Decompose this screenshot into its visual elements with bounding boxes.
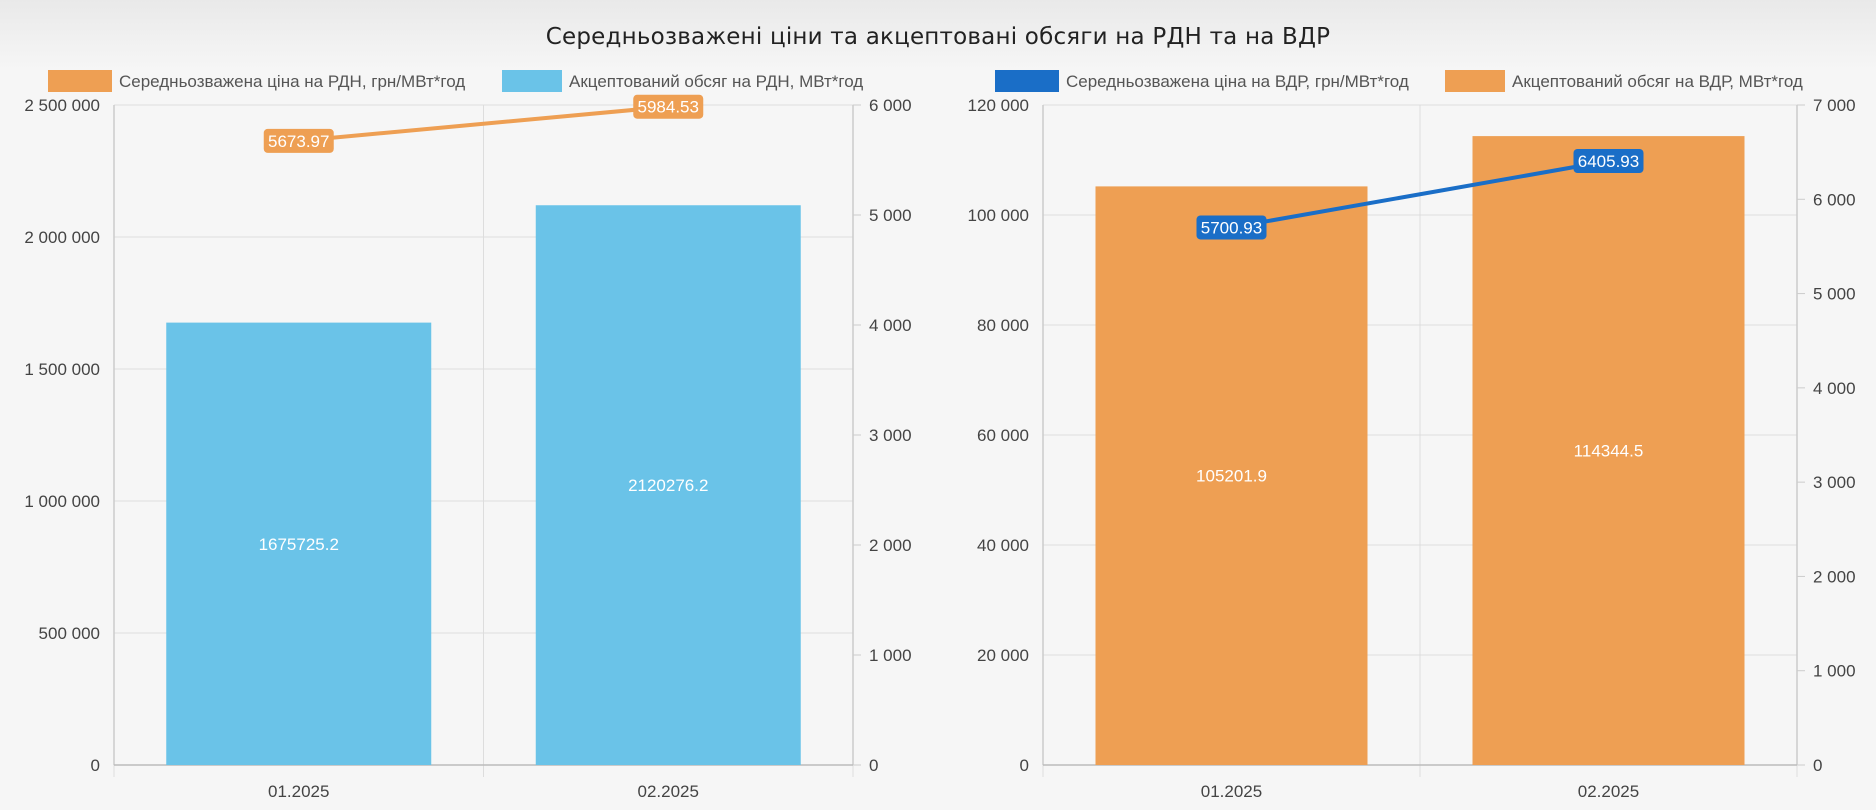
- right-axis-tick-label: 2 000: [869, 536, 912, 555]
- price-label-box: [263, 128, 334, 153]
- right-axis-tick-label: 1 000: [869, 646, 912, 665]
- bar-value-label: 105201.9: [1196, 467, 1267, 486]
- x-axis-category-label: 01.2025: [1201, 782, 1262, 801]
- bar-vdr-volume: [1472, 136, 1745, 766]
- left-axis-tick-label: 1 500 000: [24, 360, 100, 379]
- left-axis-tick-label: 40 000: [977, 536, 1029, 555]
- legend-label: Акцептований обсяг на ВДР, МВт*год: [1512, 72, 1803, 91]
- legend-label: Середньозважена ціна на ВДР, грн/МВт*год: [1066, 72, 1409, 91]
- price-value-label: 6405.93: [1578, 152, 1639, 171]
- bar-rdn-volume: [166, 322, 432, 765]
- page-title: Середньозважені ціни та акцептовані обся…: [545, 24, 1331, 50]
- left-axis-tick-label: 20 000: [977, 646, 1029, 665]
- bar-vdr-volume: [1095, 186, 1368, 766]
- price-line: [1229, 159, 1611, 230]
- left-axis-tick-label: 100 000: [968, 206, 1029, 225]
- left-axis-tick-label: 1 000 000: [24, 492, 100, 511]
- price-value-label: 5984.53: [638, 98, 699, 117]
- left-axis-tick-label: 2 000 000: [24, 228, 100, 247]
- legend-swatch: [995, 70, 1059, 92]
- right-axis-tick-label: 4 000: [1813, 379, 1856, 398]
- right-axis-tick-label: 6 000: [869, 96, 912, 115]
- left-axis-tick-label: 500 000: [39, 624, 100, 643]
- price-label-box: [1196, 215, 1267, 240]
- left-axis-tick-label: 80 000: [977, 316, 1029, 335]
- left-axis-tick-label: 120 000: [968, 96, 1029, 115]
- right-axis-tick-label: 5 000: [869, 206, 912, 225]
- price-line: [296, 104, 671, 143]
- vdr-chart: 0 20 000 40 000 60 000 80 000 100 000 120 000 0…: [968, 70, 1856, 801]
- right-axis-tick-label: 0: [869, 756, 878, 775]
- legend-swatch: [1445, 70, 1505, 92]
- left-axis-tick-label: 60 000: [977, 426, 1029, 445]
- price-value-label: 5673.97: [268, 132, 329, 151]
- bar-value-label: 2120276.2: [628, 476, 708, 495]
- header-shade: [0, 0, 1876, 70]
- right-axis-tick-label: 3 000: [869, 426, 912, 445]
- x-axis-category-label: 02.2025: [1578, 782, 1639, 801]
- price-label-box: [1573, 149, 1644, 174]
- legend-swatch: [48, 70, 112, 92]
- left-axis-tick-label: 0: [91, 756, 100, 775]
- left-axis-tick-label: 0: [1020, 756, 1029, 775]
- right-axis-tick-label: 3 000: [1813, 473, 1856, 492]
- right-axis-tick-label: 6 000: [1813, 190, 1856, 209]
- rdn-chart: 0 500 000 1 000 000 1 500 000 2 000 000 2 500…: [24, 70, 912, 801]
- legend-swatch: [502, 70, 562, 92]
- right-axis-tick-label: 4 000: [869, 316, 912, 335]
- price-label-box: [633, 94, 704, 119]
- right-axis-tick-label: 7 000: [1813, 96, 1856, 115]
- right-axis-tick-label: 1 000: [1813, 662, 1856, 681]
- right-axis-tick-label: 0: [1813, 756, 1822, 775]
- legend-label: Акцептований обсяг на РДН, МВт*год: [569, 72, 863, 91]
- legend-label: Середньозважена ціна на РДН, грн/МВт*год: [119, 72, 465, 91]
- bar-value-label: 1675725.2: [259, 535, 339, 554]
- bar-value-label: 114344.5: [1574, 442, 1644, 461]
- right-axis-tick-label: 5 000: [1813, 285, 1856, 304]
- price-value-label: 5700.93: [1201, 218, 1262, 237]
- x-axis-category-label: 02.2025: [638, 782, 699, 801]
- bar-rdn-volume: [535, 205, 801, 766]
- right-axis-tick-label: 2 000: [1813, 567, 1856, 586]
- x-axis-category-label: 01.2025: [268, 782, 329, 801]
- left-axis-tick-label: 2 500 000: [24, 96, 100, 115]
